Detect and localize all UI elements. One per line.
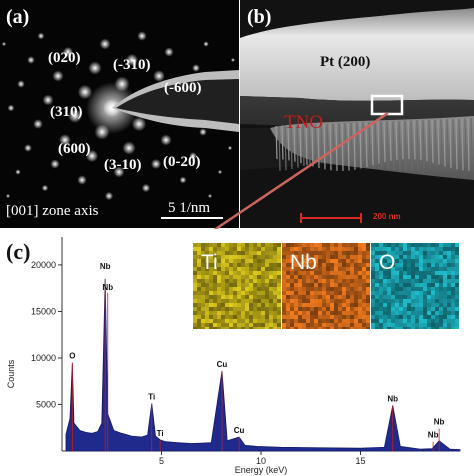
diffraction-spot [77,84,93,100]
tem-image-panel: (b) Pt (200) TNO 200 nm [240,0,474,228]
diffraction-spot [131,116,147,132]
diffraction-spot [52,70,64,82]
diffraction-spot [122,141,136,155]
index-m310: (-310) [113,57,151,73]
saed-pattern-panel: (a) (020) (-310) (-600) (310) (600) (3-1… [0,0,239,228]
diffraction-spot [137,31,147,41]
y-axis-title: Counts [6,359,16,388]
tem-image [240,0,474,228]
diffraction-spot [50,159,60,169]
peak-label: Ti [148,393,155,402]
diffraction-spot [203,41,209,47]
diffraction-spot [24,144,32,152]
diffraction-spot [17,80,25,88]
diffraction-spot [227,145,233,151]
peak-label: O [69,352,75,361]
scale-text-a: 5 1/nm [168,200,211,216]
eds-spectrum-chart: 5000 10000 15000 20000 5 10 15 Energy (keV) Coun… [6,237,461,475]
diffraction-spot [189,152,197,160]
scale-bar-a [161,217,223,219]
peak-label: Cu [217,360,228,369]
y-tick-label: 5000 [36,399,56,409]
scale-bar-b [300,217,362,219]
peak-label: Nb [387,394,398,403]
x-axis-title: Energy (keV) [235,465,288,475]
peak-label: Cu [234,426,245,435]
columnar-grains [275,118,473,171]
ti-map-label: Ti [201,251,218,274]
x-tick-label: 15 [355,456,365,466]
pt-layer-label: Pt (200) [320,54,371,70]
diffraction-spot [217,169,223,175]
diffraction-spot [59,134,71,146]
diffraction-spot [99,38,111,50]
diffraction-spot [231,58,235,62]
diffraction-spot [153,70,165,82]
peak-label: Nb [434,418,445,427]
diffraction-spot [104,191,114,201]
y-tick-label: 20000 [31,260,56,270]
ti-map: Ti [193,243,281,329]
index-600: (600) [58,141,91,157]
diffraction-spot [199,128,207,136]
x-tick-label: 5 [159,456,164,466]
diffraction-spot [1,41,7,47]
panel-a-label: (a) [6,6,30,28]
diffraction-spot [208,194,212,198]
diffraction-spot [6,194,10,198]
diffraction-spot [179,176,187,184]
panel-b-label: (b) [247,6,272,28]
diffraction-spot [160,134,172,146]
saed-pattern-image [1,31,239,219]
index-310: (310) [50,104,83,120]
diffraction-spot [33,119,43,129]
index-0m20: (0-20) [163,154,201,170]
beam-stopper-inner [116,79,239,124]
diffraction-spot [68,109,82,123]
y-tick-label: 10000 [31,353,56,363]
nb-map: Nb [282,243,370,329]
diffraction-spot [125,53,139,67]
pt-layer [240,8,474,101]
diffraction-spot [62,46,74,58]
y-tick-label: 15000 [31,306,56,316]
index-020: (020) [48,50,81,66]
diffraction-spot [164,47,174,57]
diffraction-spot [42,94,54,106]
diffraction-spot [150,158,162,170]
x-tick-label: 10 [256,456,266,466]
o-map-label: O [379,251,396,274]
diffraction-spot [77,175,87,185]
diffraction-spot [141,183,151,193]
diffraction-spot [37,32,45,40]
peak-label: Ti [157,429,164,438]
zone-axis-label: [001] zone axis [6,203,99,219]
index-m600: (-600) [164,80,202,96]
peak-label: Nb [428,431,439,440]
scale-text-b: 200 nm [373,212,401,221]
peak-label: Nb [100,262,111,271]
panel-c-label: (c) [6,239,31,264]
diffraction-spot [7,104,15,112]
peak-label: Nb [102,283,113,292]
nb-map-label: Nb [290,251,317,274]
index-3m10: (3-10) [104,157,142,173]
diffraction-spot [192,64,200,72]
diffraction-spot [27,56,35,64]
diffraction-spot [15,169,21,175]
diffraction-spot [88,61,102,75]
diffraction-spot [113,166,125,178]
diffraction-spot [85,149,99,163]
tno-layer-label: TNO [284,112,324,133]
diffraction-spot [41,184,49,192]
o-map: O [371,243,459,329]
